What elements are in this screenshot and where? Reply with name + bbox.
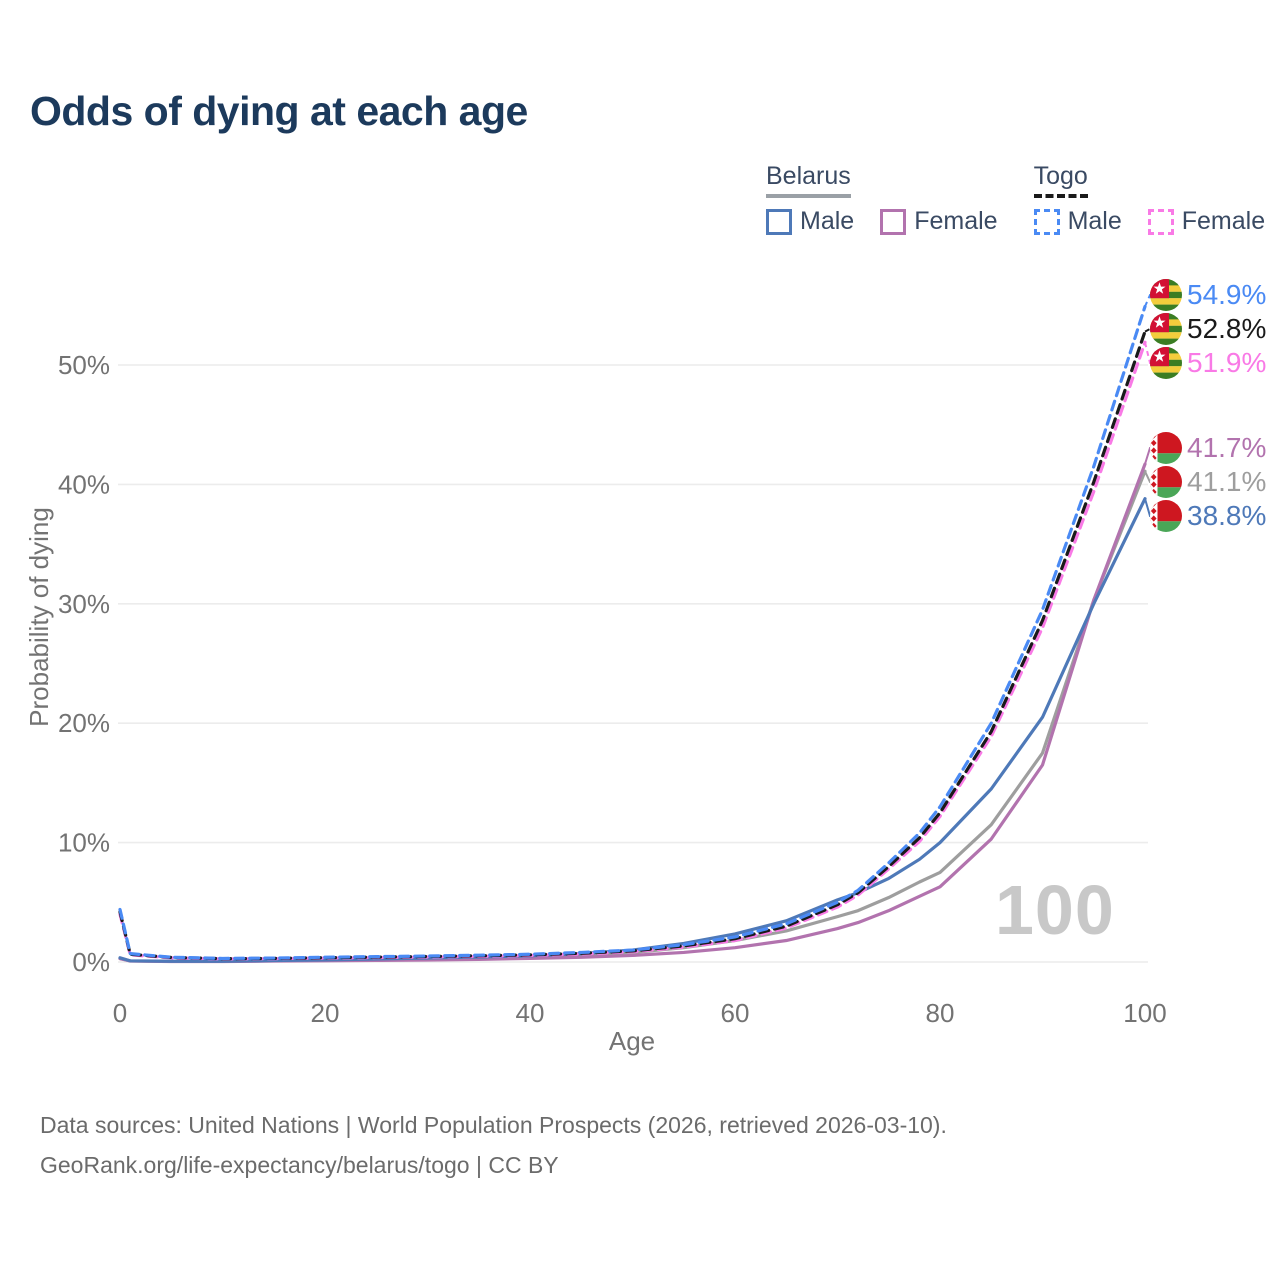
line-belarus-both-sexes: [118, 469, 1147, 964]
line-togo-both-sexes: [118, 329, 1147, 961]
page-title: Odds of dying at each age: [30, 88, 528, 134]
end-label-value-belarus-both-sexes: 41.1%: [1187, 466, 1266, 497]
togo-flag-icon: [1150, 313, 1182, 345]
line-togo-male: [118, 304, 1147, 961]
legend-item-label: Male: [800, 207, 855, 235]
end-label-value-togo-female: 51.9%: [1187, 347, 1266, 378]
footer-attribution: GeoRank.org/life-expectancy/belarus/togo…: [40, 1152, 559, 1178]
legend-item-togo-female[interactable]: Female: [1147, 207, 1266, 236]
togo-flag-icon: [1150, 347, 1182, 379]
end-label-value-belarus-female: 41.7%: [1187, 432, 1266, 463]
x-tick-label: 100: [1123, 998, 1166, 1028]
y-tick-label: 10%: [58, 828, 110, 858]
belarus-flag-icon: [1150, 500, 1182, 532]
x-tick-label: 60: [721, 998, 750, 1028]
legend-item-label: Male: [1067, 207, 1122, 235]
x-tick-label: 0: [113, 998, 127, 1028]
y-tick-label: 50%: [58, 350, 110, 380]
y-axis-title: Probability of dying: [24, 507, 54, 727]
x-tick-label: 40: [516, 998, 545, 1028]
y-tick-label: 40%: [58, 469, 110, 499]
line-togo-female: [118, 340, 1147, 961]
belarus-flag-icon: [1150, 432, 1182, 464]
x-axis-title: Age: [609, 1026, 655, 1056]
legend-item-belarus-male[interactable]: Male: [766, 207, 854, 236]
x-tick-label: 20: [311, 998, 340, 1028]
legend-swatch-icon: [880, 208, 907, 235]
x-tick-label: 80: [926, 998, 955, 1028]
legend-group-belarus: Belarus Male Female: [766, 162, 998, 236]
end-label-value-togo-male: 54.9%: [1187, 279, 1266, 310]
togo-flag-icon: [1150, 279, 1182, 311]
age-watermark: 100: [995, 871, 1115, 949]
legend-country-label-belarus: Belarus: [766, 162, 851, 198]
legend: Belarus Male Female Togo Male Female: [766, 162, 1265, 236]
line-belarus-female: [118, 462, 1147, 964]
legend-swatch-icon: [1033, 208, 1060, 235]
legend-swatch-icon: [766, 208, 792, 235]
y-tick-label: 0%: [72, 947, 110, 977]
footer: Data sources: United Nations | World Pop…: [40, 1105, 1240, 1185]
belarus-flag-icon: [1150, 466, 1182, 498]
legend-swatch-icon: [1147, 208, 1174, 235]
y-tick-label: 20%: [58, 708, 110, 738]
legend-country-label-togo: Togo: [1033, 162, 1088, 198]
legend-item-belarus-female[interactable]: Female: [880, 207, 998, 236]
end-label-value-togo-both-sexes: 52.8%: [1187, 313, 1266, 344]
footer-data-sources: Data sources: United Nations | World Pop…: [40, 1112, 947, 1138]
legend-group-togo: Togo Male Female: [1033, 162, 1266, 236]
legend-item-label: Female: [914, 207, 998, 235]
end-label-value-belarus-male: 38.8%: [1187, 500, 1266, 531]
legend-item-togo-male[interactable]: Male: [1033, 207, 1122, 236]
legend-item-label: Female: [1181, 207, 1266, 235]
y-tick-label: 30%: [58, 589, 110, 619]
